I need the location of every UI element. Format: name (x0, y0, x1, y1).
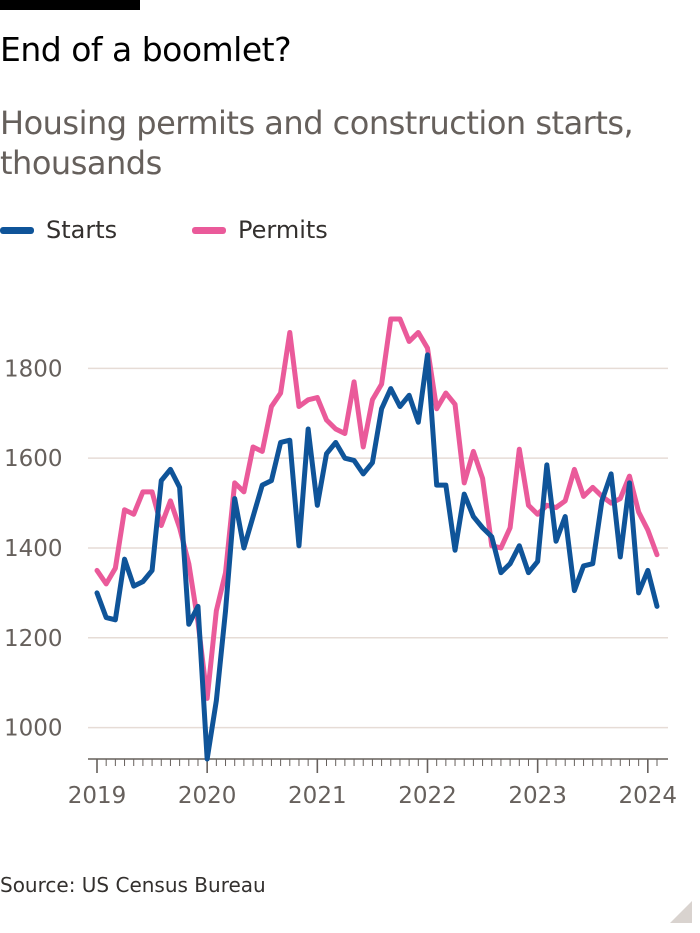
legend-swatch-starts (0, 226, 34, 234)
legend-label-starts: Starts (46, 216, 118, 244)
series-line-starts (94, 352, 660, 762)
x-tick-label-2020: 2020 (178, 783, 237, 809)
x-tick-label-2021: 2021 (288, 783, 347, 809)
x-axis (88, 758, 668, 773)
x-tick-label-2024: 2024 (619, 783, 678, 809)
line-chart: 1000 1200 1400 1600 1800 2019 2020 2021 2022 2023… (4, 316, 677, 809)
y-tick-label-1800: 1800 (4, 356, 63, 382)
x-tick-label-2022: 2022 (398, 783, 457, 809)
y-tick-label-1000: 1000 (4, 716, 63, 742)
y-tick-label-1600: 1600 (4, 446, 63, 472)
x-tick-label-2019: 2019 (68, 783, 127, 809)
series-line-permits (94, 316, 660, 701)
corner-fold-icon (670, 901, 692, 923)
source-note: Source: US Census Bureau (0, 873, 266, 897)
y-tick-label-1400: 1400 (4, 536, 63, 562)
tick-labels: 1000 1200 1400 1600 1800 2019 2020 2021 2022 2023… (4, 356, 677, 809)
chart-title: End of a boomlet? (0, 30, 292, 69)
chart-subtitle: Housing permits and construction starts,… (0, 104, 634, 182)
series-lines (94, 316, 660, 762)
legend-item-starts: Starts (0, 216, 117, 244)
legend-label-permits: Permits (238, 216, 328, 244)
brand-top-bar (0, 0, 140, 10)
legend-item-permits: Permits (192, 216, 328, 244)
legend-swatch-permits (192, 226, 226, 234)
y-tick-label-1200: 1200 (4, 626, 63, 652)
x-tick-label-2023: 2023 (508, 783, 567, 809)
